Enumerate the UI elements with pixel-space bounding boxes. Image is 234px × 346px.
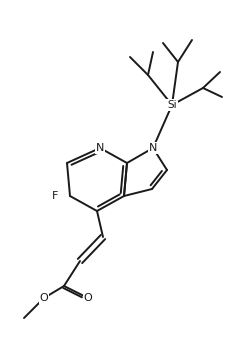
Text: F: F [52,191,58,201]
Text: N: N [149,143,157,153]
Text: O: O [40,293,48,303]
Text: Si: Si [167,100,177,110]
Text: O: O [84,293,92,303]
Text: N: N [96,143,104,153]
